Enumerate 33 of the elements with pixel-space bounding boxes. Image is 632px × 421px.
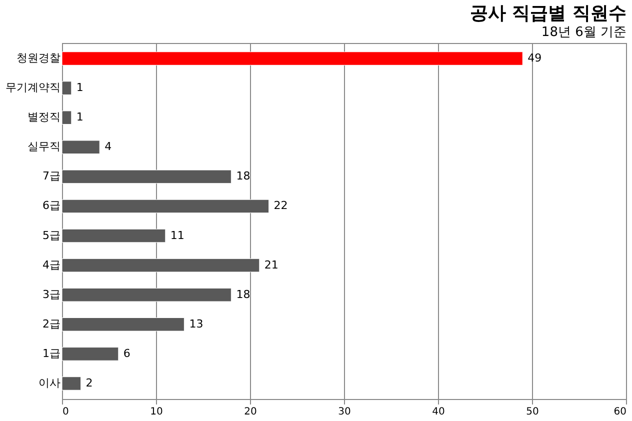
y-tick-label: 5급 — [42, 228, 60, 242]
y-tick-label: 청원경찰 — [16, 52, 60, 65]
x-tick-label: 60 — [614, 406, 626, 418]
x-tick-label: 20 — [244, 406, 257, 418]
y-tick-label: 실무직 — [28, 140, 60, 154]
data-label: 49 — [528, 52, 542, 65]
data-label: 22 — [274, 199, 288, 212]
y-tick-label: 3급 — [42, 288, 60, 301]
x-tick-label: 10 — [150, 406, 163, 418]
y-tick-label: 6급 — [42, 199, 60, 212]
data-label: 18 — [236, 288, 250, 301]
data-label: 1 — [76, 81, 84, 94]
x-tick-label: 0 — [62, 406, 69, 418]
y-tick-label: 7급 — [42, 170, 60, 183]
y-tick-label: 무기계약직 — [6, 81, 60, 94]
y-tick-label: 1급 — [42, 346, 60, 360]
data-label: 18 — [236, 170, 250, 183]
x-tick-label: 30 — [338, 406, 351, 418]
y-tick-label: 이사 — [38, 376, 60, 390]
x-tick-label: 40 — [432, 406, 445, 418]
y-tick-label: 별정직 — [28, 110, 60, 124]
data-label: 11 — [170, 228, 184, 242]
data-label: 2 — [86, 376, 93, 390]
data-label: 1 — [76, 110, 84, 124]
data-label: 4 — [104, 140, 112, 154]
y-tick-label: 2급 — [42, 317, 60, 330]
x-tick-label: 50 — [526, 406, 539, 418]
y-tick-label: 4급 — [42, 258, 60, 272]
chart-title: 공사 직급별 직원수 — [470, 3, 626, 24]
data-label: 6 — [123, 346, 130, 360]
chart-subtitle: 18년 6월 기준 — [541, 25, 626, 40]
data-label: 21 — [264, 258, 278, 272]
data-label: 13 — [189, 317, 204, 330]
